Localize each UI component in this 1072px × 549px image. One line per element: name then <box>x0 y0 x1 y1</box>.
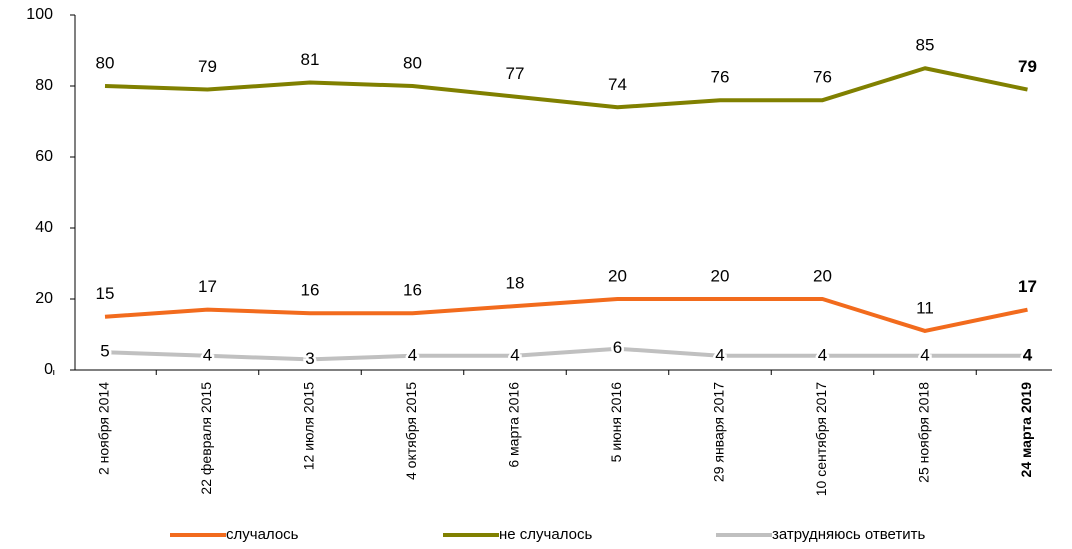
data-label: 76 <box>711 68 730 87</box>
x-tick-label: 6 марта 2016 <box>506 382 522 468</box>
series-line <box>104 346 1028 362</box>
data-label: 81 <box>301 50 320 69</box>
data-label: 3 <box>305 349 314 368</box>
data-label: 4 <box>715 345 724 364</box>
data-label: 79 <box>198 57 217 76</box>
data-label: 17 <box>1018 277 1037 296</box>
y-tick-label: 20 <box>35 290 53 307</box>
data-label: 20 <box>608 266 627 285</box>
y-tick-label: 0 <box>44 361 53 378</box>
data-label: 20 <box>711 266 730 285</box>
data-label: 4 <box>1023 345 1033 364</box>
data-label: 80 <box>96 53 115 72</box>
legend-label: не случалось <box>499 526 592 543</box>
data-label: 4 <box>818 345 827 364</box>
x-tick-label: 2 ноября 2014 <box>96 382 112 475</box>
x-tick-label: 22 февраля 2015 <box>198 382 214 495</box>
x-tick-label: 5 июня 2016 <box>608 382 624 463</box>
data-label: 17 <box>198 277 217 296</box>
y-tick-label: 100 <box>26 6 53 23</box>
x-tick-label: 4 октября 2015 <box>403 382 419 480</box>
data-label: 76 <box>813 68 832 87</box>
y-tick-label: 40 <box>35 219 53 236</box>
y-tick-label: 60 <box>35 148 53 165</box>
data-label: 79 <box>1018 57 1037 76</box>
data-label: 4 <box>408 345 417 364</box>
x-tick-label: 12 июля 2015 <box>301 382 317 470</box>
data-label: 20 <box>813 266 832 285</box>
data-label: 74 <box>608 75 627 94</box>
data-label: 6 <box>613 338 622 357</box>
data-label: 4 <box>203 345 212 364</box>
y-tick-label: 80 <box>35 77 53 94</box>
data-label: 77 <box>506 64 525 83</box>
series-line <box>104 66 1028 110</box>
data-label: 85 <box>916 36 935 55</box>
data-label: 18 <box>506 274 525 293</box>
x-tick-label: 25 ноября 2018 <box>916 382 932 483</box>
legend-label: случалось <box>226 526 299 543</box>
x-tick-label: 24 марта 2019 <box>1018 382 1034 478</box>
legend-label: затрудняюсь ответить <box>772 526 925 543</box>
data-label: 80 <box>403 53 422 72</box>
data-label: 5 <box>100 342 109 361</box>
data-label: 16 <box>403 281 422 300</box>
data-label: 4 <box>510 345 519 364</box>
data-label: 16 <box>301 281 320 300</box>
series-line <box>104 297 1028 333</box>
data-label: 4 <box>920 345 929 364</box>
x-tick-label: 29 января 2017 <box>711 382 727 482</box>
data-label: 15 <box>96 284 115 303</box>
data-label: 11 <box>916 298 934 317</box>
x-tick-label: 10 сентября 2017 <box>813 382 829 496</box>
